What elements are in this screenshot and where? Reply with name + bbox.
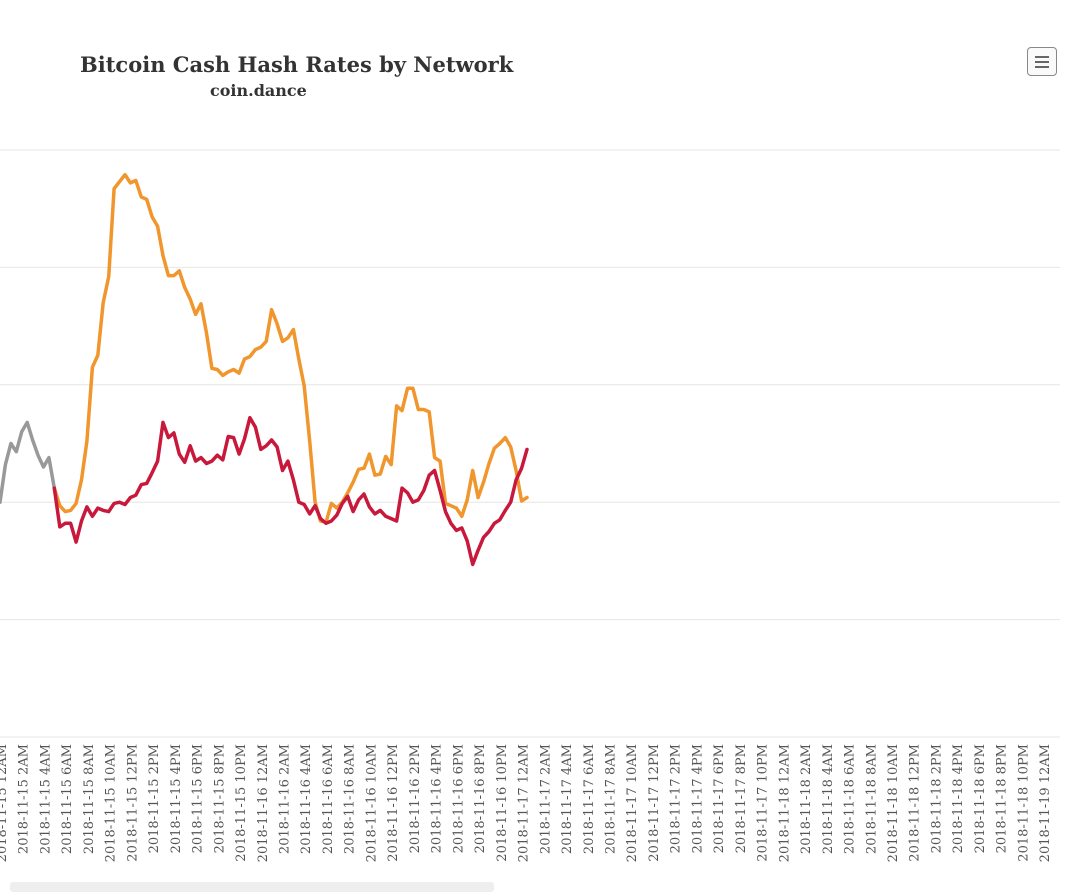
x-tick-label: 2018-11-18 12AM (777, 744, 792, 862)
x-tick-label: 2018-11-18 8AM (864, 744, 879, 854)
x-tick-label: 2018-11-15 8AM (82, 744, 97, 854)
x-tick-label: 2018-11-17 4PM (690, 744, 705, 853)
x-tick-label: 2018-11-17 12AM (517, 744, 532, 862)
series-lines (0, 172, 529, 567)
x-tick-label: 2018-11-16 10PM (495, 744, 510, 862)
x-tick-label: 2018-11-18 4PM (951, 744, 966, 853)
x-tick-label: 2018-11-17 4AM (560, 744, 575, 854)
x-tick-label: 2018-11-18 10PM (1016, 744, 1031, 862)
chart-subtitle: coin.dance (210, 81, 307, 100)
x-tick-label: 2018-11-15 6AM (60, 744, 75, 854)
x-tick-label: 2018-11-15 12PM (125, 744, 140, 862)
x-tick-label: 2018-11-16 12AM (256, 744, 271, 862)
x-tick-label: 2018-11-18 2PM (930, 744, 945, 853)
x-tick-label: 2018-11-18 2AM (799, 744, 814, 854)
x-tick-label: 2018-11-18 8PM (995, 744, 1010, 853)
x-tick-label: 2018-11-16 2AM (278, 744, 293, 854)
x-tick-label: 2018-11-15 10PM (234, 744, 249, 862)
x-tick-label: 2018-11-18 10AM (886, 744, 901, 862)
x-tick-label: 2018-11-16 6PM (451, 744, 466, 853)
series-line-1[interactable] (52, 172, 529, 524)
x-tick-label: 2018-11-15 10AM (104, 744, 119, 862)
x-tick-label: 2018-11-16 2PM (408, 744, 423, 853)
x-axis-ticks: 2018-11-15 12AM 2018-11-15 2AM 2018-11-15 … (0, 744, 1053, 862)
x-tick-label: 2018-11-15 2AM (17, 744, 32, 854)
hamburger-menu-icon (1035, 56, 1049, 58)
x-tick-label: 2018-11-16 8AM (343, 744, 358, 854)
x-tick-label: 2018-11-15 12AM (0, 744, 10, 862)
x-tick-label: 2018-11-17 8AM (604, 744, 619, 854)
gridlines (0, 149, 1060, 738)
x-tick-label: 2018-11-15 8PM (212, 744, 227, 853)
x-tick-label: 2018-11-17 2PM (669, 744, 684, 853)
x-tick-label: 2018-11-17 8PM (734, 744, 749, 853)
x-tick-label: 2018-11-17 6AM (582, 744, 597, 854)
x-tick-label: 2018-11-16 10AM (364, 744, 379, 862)
x-tick-label: 2018-11-18 6PM (973, 744, 988, 853)
horizontal-scrollbar[interactable] (10, 882, 494, 892)
series-line-2[interactable] (52, 415, 529, 567)
x-tick-label: 2018-11-16 8PM (473, 744, 488, 853)
x-tick-label: 2018-11-17 10AM (625, 744, 640, 862)
x-tick-label: 2018-11-15 4AM (39, 744, 54, 854)
x-tick-label: 2018-11-16 12PM (386, 744, 401, 862)
x-tick-label: 2018-11-17 10PM (756, 744, 771, 862)
hamburger-menu-icon (1035, 61, 1049, 63)
x-tick-label: 2018-11-15 2PM (147, 744, 162, 853)
x-tick-label: 2018-11-18 4AM (821, 744, 836, 854)
x-tick-label: 2018-11-18 6AM (843, 744, 858, 854)
hamburger-menu-icon (1035, 66, 1049, 68)
chart-title: Bitcoin Cash Hash Rates by Network (80, 52, 514, 77)
x-tick-label: 2018-11-19 12AM (1038, 744, 1053, 862)
x-tick-label: 2018-11-16 4PM (430, 744, 445, 853)
x-tick-label: 2018-11-16 6AM (321, 744, 336, 854)
x-tick-label: 2018-11-15 4PM (169, 744, 184, 853)
x-tick-label: 2018-11-16 4AM (299, 744, 314, 854)
series-line-0[interactable] (0, 420, 57, 504)
x-tick-label: 2018-11-17 6PM (712, 744, 727, 853)
chart-context-menu-button[interactable] (1027, 47, 1057, 76)
x-tick-label: 2018-11-17 12PM (647, 744, 662, 862)
x-tick-label: 2018-11-17 2AM (538, 744, 553, 854)
x-tick-label: 2018-11-18 12PM (908, 744, 923, 862)
x-tick-label: 2018-11-15 6PM (191, 744, 206, 853)
